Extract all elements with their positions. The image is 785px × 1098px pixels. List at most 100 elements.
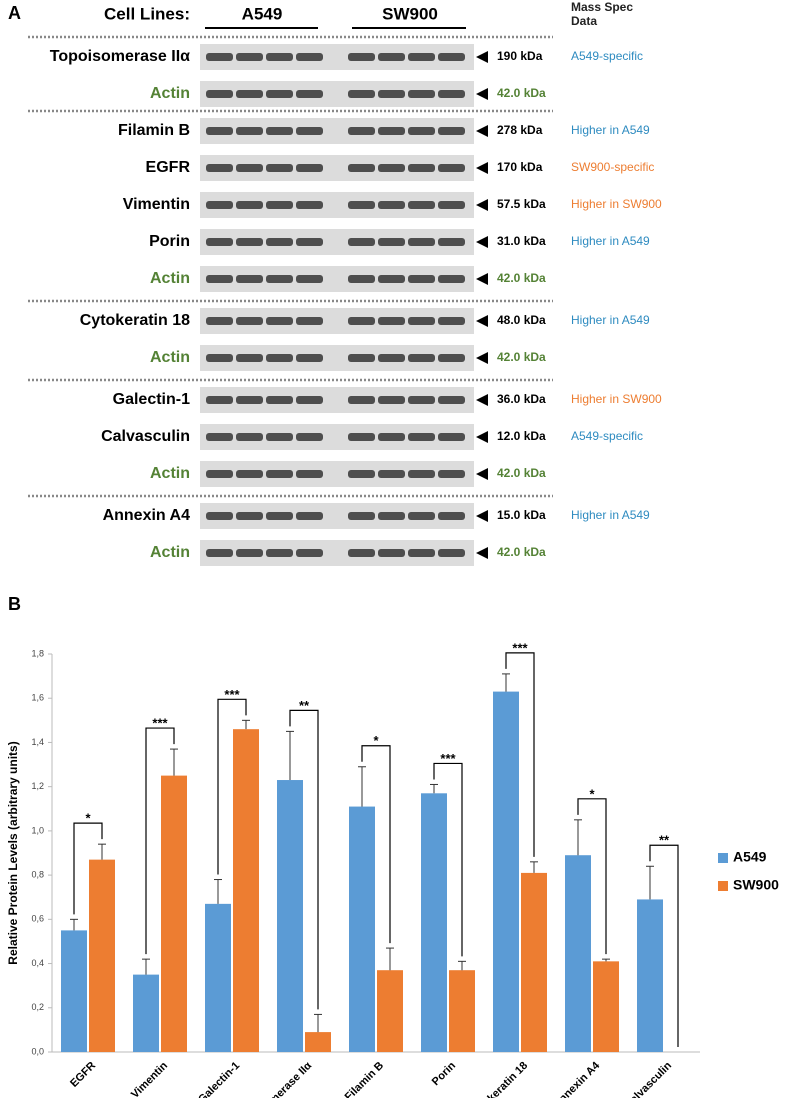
mass-spec-note: SW900-specific <box>571 160 654 174</box>
arrow <box>476 199 488 211</box>
y-tick-label: 1,2 <box>31 781 44 791</box>
x-tick-label: Galectin-1 <box>196 1060 242 1098</box>
arrow <box>476 468 488 480</box>
band <box>348 433 375 441</box>
legend-swatch <box>718 853 728 863</box>
arrow <box>476 273 488 285</box>
bar <box>565 855 591 1052</box>
band <box>296 275 323 283</box>
band <box>236 90 263 98</box>
mass-spec-note: Higher in A549 <box>571 123 650 137</box>
band <box>296 238 323 246</box>
band <box>378 53 405 61</box>
size-label: 42.0 kDa <box>497 545 546 559</box>
size-label: 42.0 kDa <box>497 271 546 285</box>
band <box>236 275 263 283</box>
band <box>408 164 435 172</box>
bar <box>449 970 475 1052</box>
y-tick-label: 0,4 <box>31 958 44 968</box>
band <box>266 238 293 246</box>
protein-label: Cytokeratin 18 <box>80 312 190 329</box>
mass-spec-note: Higher in SW900 <box>571 392 662 406</box>
size-label: 15.0 kDa <box>497 508 546 522</box>
band <box>296 127 323 135</box>
band <box>378 549 405 557</box>
significance-bracket <box>649 844 679 1047</box>
size-label: 278 kDa <box>497 123 543 137</box>
protein-label: Galectin-1 <box>113 391 190 408</box>
significance-bracket <box>361 745 391 944</box>
band <box>236 354 263 362</box>
bar <box>349 806 375 1052</box>
x-tick-label: Topoisomerase IIα <box>238 1060 315 1098</box>
significance-bracket <box>433 762 463 957</box>
band <box>236 164 263 172</box>
band <box>438 53 465 61</box>
band <box>438 275 465 283</box>
size-label: 31.0 kDa <box>497 234 546 248</box>
legend-swatch <box>718 881 728 891</box>
legend-label: A549 <box>733 849 767 865</box>
x-tick-label: Filamin B <box>343 1060 387 1098</box>
significance-bracket <box>73 822 103 915</box>
band <box>438 317 465 325</box>
band <box>438 164 465 172</box>
band <box>408 127 435 135</box>
arrow <box>476 510 488 522</box>
bar <box>421 793 447 1052</box>
band <box>206 90 233 98</box>
significance-label: *** <box>512 640 528 655</box>
band <box>206 238 233 246</box>
band <box>348 164 375 172</box>
band <box>296 90 323 98</box>
arrow <box>476 88 488 100</box>
band <box>348 275 375 283</box>
protein-label: Actin <box>150 544 190 561</box>
bar <box>89 859 115 1052</box>
arrow <box>476 394 488 406</box>
bar <box>493 691 519 1052</box>
band <box>378 275 405 283</box>
band <box>206 433 233 441</box>
protein-label: EGFR <box>146 159 191 176</box>
arrow <box>476 547 488 559</box>
y-tick-label: 0,2 <box>31 1002 44 1012</box>
band <box>438 238 465 246</box>
arrow <box>476 162 488 174</box>
mass-spec-note: Higher in A549 <box>571 313 650 327</box>
band <box>206 53 233 61</box>
arrow <box>476 51 488 63</box>
band <box>438 512 465 520</box>
band <box>408 549 435 557</box>
legend-label: SW900 <box>733 877 779 893</box>
significance-bracket <box>217 698 247 875</box>
band <box>266 354 293 362</box>
size-label: 12.0 kDa <box>497 429 546 443</box>
band <box>206 275 233 283</box>
arrow <box>476 352 488 364</box>
band <box>296 164 323 172</box>
band <box>236 127 263 135</box>
band <box>408 470 435 478</box>
bar <box>277 780 303 1052</box>
mass-spec-note: A549-specific <box>571 429 643 443</box>
protein-label: Actin <box>150 349 190 366</box>
band <box>266 433 293 441</box>
band <box>408 53 435 61</box>
band <box>408 354 435 362</box>
band <box>408 201 435 209</box>
panel-label: A <box>8 3 21 23</box>
band <box>438 90 465 98</box>
band <box>206 127 233 135</box>
band <box>438 354 465 362</box>
y-tick-label: 1,6 <box>31 693 44 703</box>
band <box>348 354 375 362</box>
band <box>408 512 435 520</box>
band <box>266 53 293 61</box>
band <box>378 512 405 520</box>
arrow <box>476 125 488 137</box>
band <box>266 470 293 478</box>
band <box>296 396 323 404</box>
band <box>408 433 435 441</box>
